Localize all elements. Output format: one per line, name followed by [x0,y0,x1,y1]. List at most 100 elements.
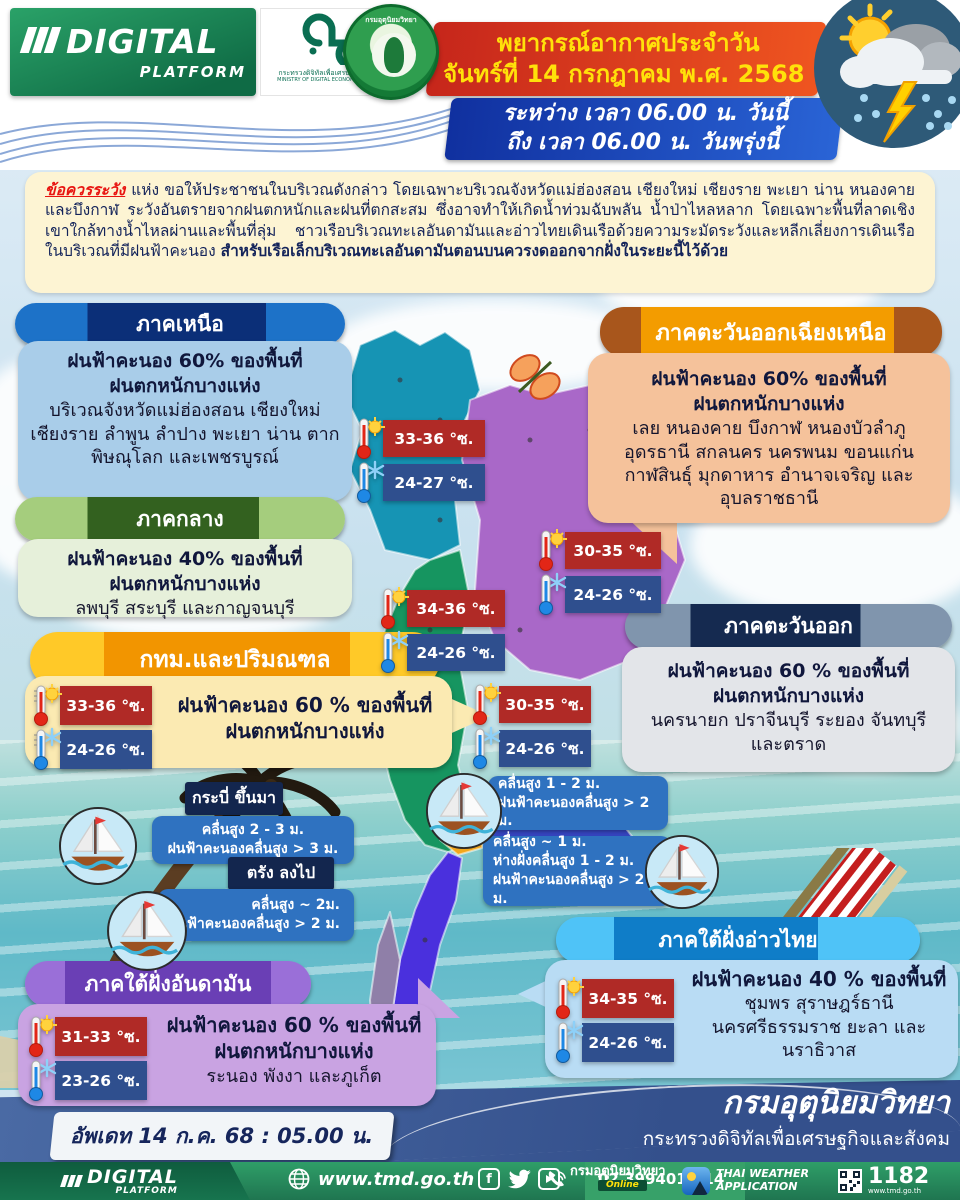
region-header-gulf: ภาคใต้ฝั่งอ่าวไทย [556,917,920,963]
gulf-temp-high: 34-35 °ซ. [582,978,674,1018]
region-body-central: ฝนฟ้าคะนอง 40% ของพื้นที่ ฝนตกหนักบางแห่… [18,539,352,620]
period-line2: ถึง เวลา 06.00 น. วันพรุ่งนี้ [505,130,779,155]
footer-platform-text: PLATFORM [115,1186,178,1196]
hot-thermometer-icon [555,976,585,1020]
map-temp-east: 30-35 °ซ. 24-26 °ซ. [472,682,591,770]
region-name-east: ภาคตะวันออก [724,614,853,638]
krabi-wave-line2: ฝนฟ้าคะนองคลื่นสูง > 3 ม. [167,841,339,857]
header-wave-lines [0,105,460,163]
seal-text: กรมอุตุนิยมวิทยา [365,16,417,24]
cold-thermometer-icon [356,460,386,504]
cold-thermometer-icon [33,727,63,771]
hot-thermometer-icon [380,586,410,630]
region-body-north: ฝนฟ้าคะนอง 60% ของพื้นที่ ฝนตกหนักบางแห่… [18,341,352,501]
youtube-icon[interactable] [538,1168,560,1190]
ministry-eng-name: MINISTRY OF DIGITAL ECONOMY AND SOCIETY [277,77,393,84]
region-header-northeast: ภาคตะวันออกเฉียงเหนือ [600,307,942,357]
north-provinces: บริเวณจังหวัดแม่ฮ่องสอน เชียงใหม่ เชียงร… [30,400,340,468]
logo-platform-text: PLATFORM [139,63,246,81]
northeast-condition2: ฝนตกหนักบางแห่ง [693,393,845,416]
krabi-label: กระบี่ ขึ้นมา [185,782,283,815]
northeast-map-low: 24-26 °ซ. [565,575,661,613]
gulf-lower-wave-box: คลื่นสูง ~ 1 ม. ห่างฝั่งคลื่นสูง 1 - 2 ม… [483,834,671,907]
org-name: กรมอุตุนิยมวิทยา [722,1085,950,1121]
butterfly-decoration [509,354,561,400]
bangkok-temp-widget: 33-36 °ซ. 24-26 °ซ. [33,683,152,771]
footer-social-label[interactable]: กรมอุตุนิยมวิทยา Online [570,1165,666,1191]
northeast-condition1: ฝนฟ้าคะนอง 60% ของพื้นที่ [651,368,887,390]
gulf-provinces: ชุมพร สุราษฎร์ธานี นครศรีธรรมราช ยะลา แล… [711,993,927,1062]
central-condition1: ฝนฟ้าคะนอง 40% ของพื้นที่ [67,548,303,570]
region-name-gulf: ภาคใต้ฝั่งอ่าวไทย [658,927,818,952]
warning-text: แห่ง ขอให้ประชาชนในบริเวณดังกล่าว โดยเฉพ… [45,181,915,261]
northeast-map-high: 30-35 °ซ. [565,531,661,569]
facebook-icon[interactable]: f [478,1168,500,1190]
krabi-wave-box: คลื่นสูง 2 - 3 ม. ฝนฟ้าคะนองคลื่นสูง > 3… [152,816,354,864]
east-condition1: ฝนฟ้าคะนอง 60 % ของพื้นที่ [667,660,910,682]
gulf-upper-wave-box: คลื่นสูง 1 - 2 ม. ฝนฟ้าคะนองคลื่นสูง > 2… [488,776,668,830]
bangkok-temp-high: 33-36 °ซ. [60,685,152,725]
seal-figure [384,37,404,73]
ministry-thai-name: กระทรวงดิจิทัลเพื่อเศรษฐกิจและสังคม [278,69,392,77]
thai-weather-app-icon[interactable] [682,1167,710,1195]
region-name-andaman: ภาคใต้ฝั่งอันดามัน [84,971,252,996]
east-map-high: 30-35 °ซ. [499,685,591,723]
social-online-badge: Online [598,1180,647,1191]
trang-wave-line1: คลื่นสูง ~ 2ม. [251,897,340,914]
warning-box: ข้อควรระวัง แห่ง ขอให้ประชาชนในบริเวณดังก… [25,172,935,293]
website-text[interactable]: www.tmd.go.th [318,1168,475,1190]
north-condition2: ฝนตกหนักบางแห่ง [109,375,261,398]
region-name-north: ภาคเหนือ [136,311,224,336]
central-map-high: 34-36 °ซ. [407,589,505,627]
twitter-icon[interactable] [506,1168,532,1190]
hotline-number[interactable]: 1182 [868,1164,930,1189]
andaman-temp-high: 31-33 °ซ. [55,1016,147,1056]
period-line1: ระหว่าง เวลา 06.00 น. วันนี้ [503,101,789,127]
title-line1: พยากรณ์อากาศประจำวัน [496,28,760,57]
cold-thermometer-icon [28,1058,58,1102]
bangkok-temp-low: 24-26 °ซ. [60,729,152,769]
east-map-low: 24-26 °ซ. [499,729,591,767]
bangkok-condition1: ฝนฟ้าคะนอง 60 % ของพื้นที่ [177,693,433,717]
warning-bold-text: สำหรับเรือเล็กบริเวณทะเลอันดามันตอนบนควร… [220,242,729,261]
krabi-wave-line1: คลื่นสูง 2 - 3 ม. [201,822,305,839]
footer-website[interactable]: www.tmd.go.th [288,1168,474,1190]
andaman-condition2: ฝนตกหนักบางแห่ง [214,1039,374,1064]
ship-icon [425,772,503,850]
andaman-condition1: ฝนฟ้าคะนอง 60 % ของพื้นที่ [166,1013,422,1037]
region-header-central: ภาคกลาง [15,497,345,541]
gulf-temp-low: 24-26 °ซ. [582,1022,674,1062]
org-block: กรมอุตุนิยมวิทยา กระทรวงดิจิทัลเพื่อเศรษ… [520,1085,950,1154]
ship-icon [59,807,137,885]
footer-app[interactable]: THAI WEATHER APPLICATION [682,1167,809,1195]
central-condition2: ฝนตกหนักบางแห่ง [109,573,261,596]
hot-thermometer-icon [356,416,386,460]
social-label-text[interactable]: กรมอุตุนิยมวิทยา [570,1164,666,1179]
region-header-north: ภาคเหนือ [15,303,345,345]
footer-digital-text: DIGITAL [87,1166,178,1188]
region-name-northeast: ภาคตะวันออกเฉียงเหนือ [655,320,887,346]
period-banner: ระหว่าง เวลา 06.00 น. วันนี้ ถึง เวลา 06… [444,98,844,160]
gulf-condition1: ฝนฟ้าคะนอง 40 % ของพื้นที่ [691,967,947,991]
title-line2: จันทร์ที่ 14 กรกฎาคม พ.ศ. 2568 [443,60,805,88]
east-provinces: นครนายก ปราจีนบุรี ระยอง จันทบุรี และตรา… [650,710,927,755]
app-text-line2: APPLICATION [716,1180,798,1193]
update-timestamp: อัพเดท 14 ก.ค. 68 : 05.00 น. [49,1112,395,1160]
northeast-provinces: เลย หนองคาย บึงกาฬ หนองบัวลำภู อุดรธานี … [624,418,914,510]
org-ministry: กระทรวงดิจิทัลเพื่อเศรษฐกิจและสังคม [642,1127,950,1150]
north-condition1: ฝนฟ้าคะนอง 60% ของพื้นที่ [67,350,303,372]
logo-bars-icon [19,26,62,57]
central-provinces: ลพบุรี สระบุรี และกาญจนบุรี [75,598,295,620]
andaman-temp-widget: 31-33 °ซ. 23-26 °ซ. [28,1014,147,1102]
gulf-upper-line1: คลื่นสูง 1 - 2 ม. [498,775,601,792]
region-body-bangkok: 33-36 °ซ. 24-26 °ซ. ฝนฟ้าคะนอง 60 % ของพ… [25,676,452,771]
warning-label: ข้อควรระวัง [45,181,126,199]
footer-hotline[interactable]: 1182 www.tmd.go.th [838,1166,929,1195]
digital-platform-logo: DIGITAL PLATFORM [10,8,256,96]
region-body-northeast: ฝนฟ้าคะนอง 60% ของพื้นที่ ฝนตกหนักบางแห่… [588,353,950,523]
title-banner: พยากรณ์อากาศประจำวัน จันทร์ที่ 14 กรกฎาค… [425,22,827,96]
footer-social-icons: f [478,1168,560,1190]
met-department-seal: กรมอุตุนิยมวิทยา [343,4,439,100]
qr-code-icon[interactable] [838,1168,862,1193]
north-map-low: 24-27 °ซ. [383,463,485,501]
